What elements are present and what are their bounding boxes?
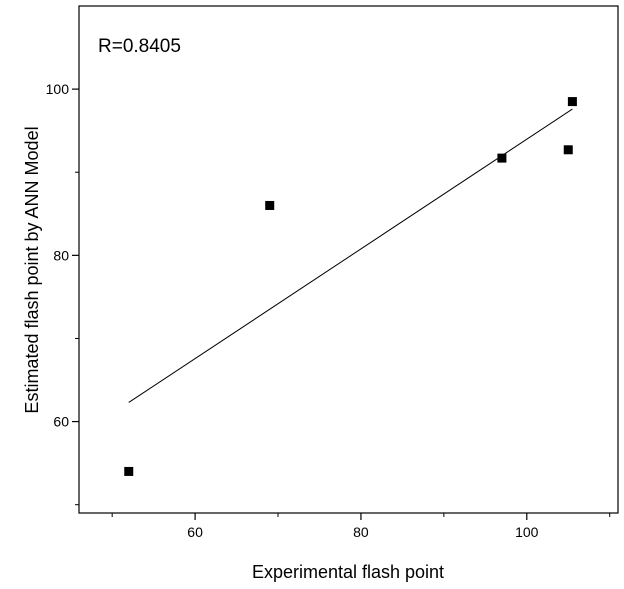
y-axis-title: Estimated flash point by ANN Model	[22, 126, 42, 413]
plot-frame	[78, 5, 619, 514]
data-point	[563, 145, 573, 155]
data-points	[124, 97, 577, 476]
x-tick-label: 80	[353, 524, 369, 540]
data-point	[265, 200, 275, 210]
x-axis-title: Experimental flash point	[252, 562, 444, 582]
data-point	[567, 97, 577, 107]
data-point	[124, 466, 134, 476]
regression-line	[128, 108, 573, 403]
axis-ticks	[72, 88, 611, 520]
correlation-annotation: R=0.8405	[98, 36, 181, 57]
x-tick-label: 100	[515, 524, 539, 540]
data-point	[497, 153, 507, 163]
x-tick-label: 60	[187, 524, 203, 540]
tick-labels: 60 80 100 60 80 100	[46, 81, 539, 540]
y-tick-label: 60	[53, 414, 69, 430]
y-tick-label: 80	[53, 247, 69, 263]
y-tick-label: 100	[46, 81, 70, 97]
